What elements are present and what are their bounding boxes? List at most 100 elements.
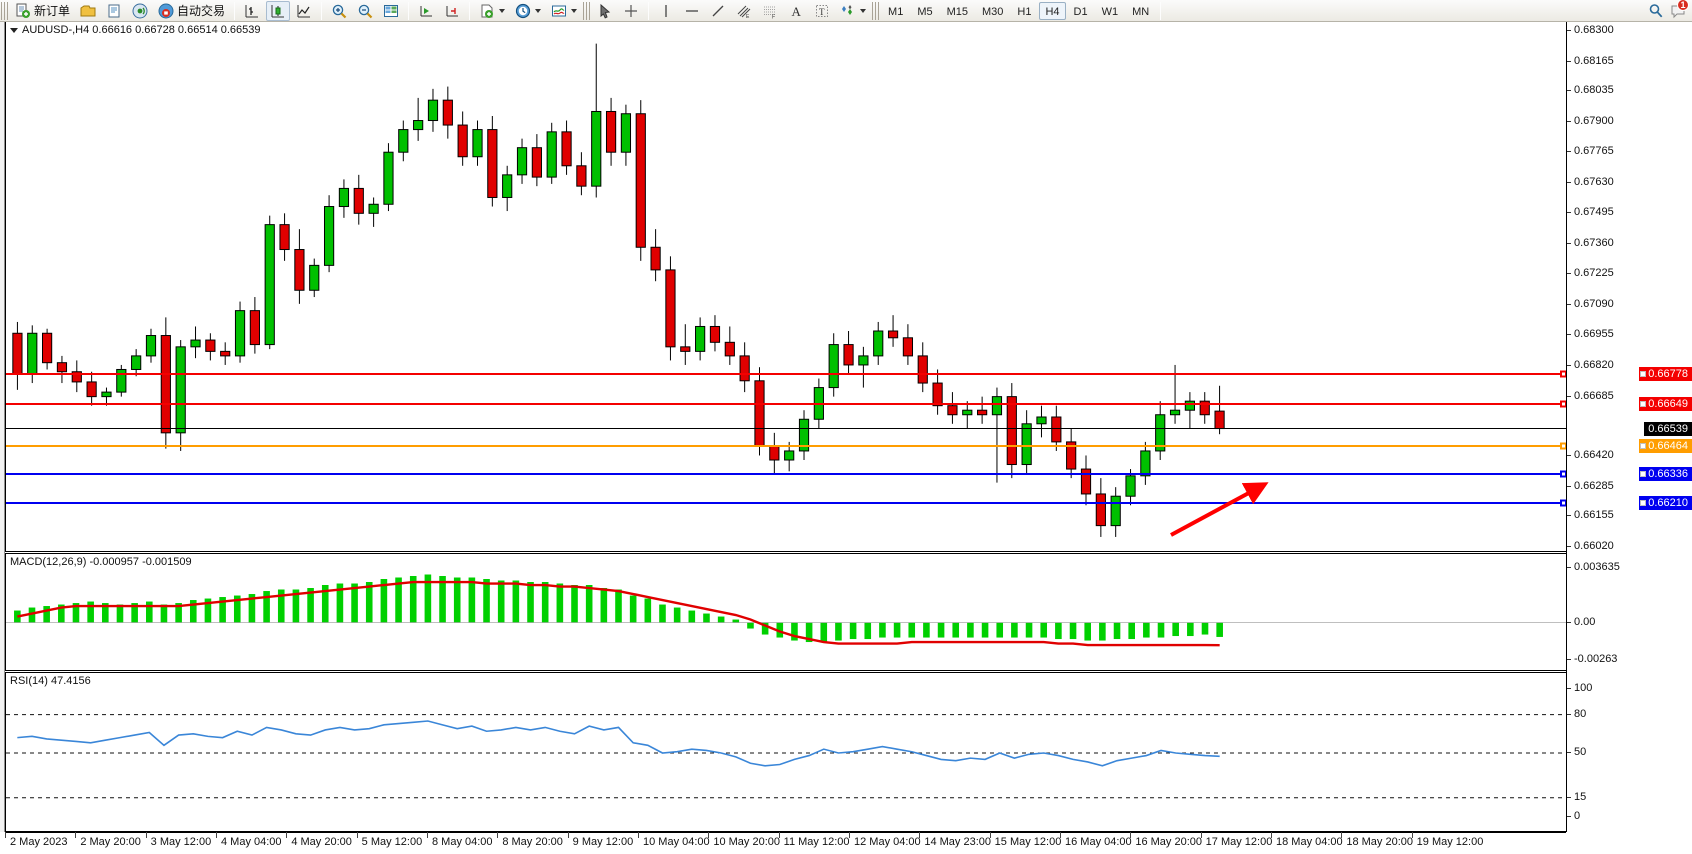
price-tag-resistance-lower[interactable]: 0.66649	[1639, 396, 1692, 411]
crosshair-button[interactable]	[619, 1, 643, 21]
auto-trading-button[interactable]: 自动交易	[154, 1, 229, 21]
templates-button[interactable]	[547, 1, 581, 21]
scroll-start-button[interactable]	[414, 1, 438, 21]
toolbar-grip-3[interactable]	[872, 1, 880, 20]
level-handle[interactable]	[1560, 499, 1566, 507]
price-tick: 0.67765	[1567, 146, 1614, 157]
candle	[784, 450, 795, 461]
price-tick: 0.67225	[1567, 268, 1614, 279]
add-indicator-caret-icon[interactable]	[499, 8, 506, 13]
horizontal-line-button[interactable]	[680, 1, 704, 21]
cursor-button[interactable]	[593, 1, 617, 21]
level-line-support-lower[interactable]	[6, 499, 1566, 507]
candle	[1199, 400, 1210, 416]
label-button[interactable]: T	[810, 1, 834, 21]
timeframe-m5[interactable]: M5	[917, 5, 933, 18]
fibo-icon: F	[762, 3, 778, 19]
signals-button[interactable]	[128, 1, 152, 21]
toolbar-right-group: 1	[1648, 0, 1692, 19]
label-icon: T	[814, 3, 830, 19]
level-handle[interactable]	[1560, 370, 1566, 378]
bar-chart-button[interactable]	[240, 1, 264, 21]
zoom-out-button[interactable]	[353, 1, 377, 21]
timeframe-w1[interactable]: W1	[1101, 5, 1119, 18]
time-tick: 8 May 20:00	[497, 832, 563, 848]
toolbar-grip[interactable]	[1, 1, 8, 20]
equidistant-channel-button[interactable]: E	[732, 1, 756, 21]
price-tag-support-lower[interactable]: 0.66210	[1639, 496, 1692, 510]
timeframe-m30[interactable]: M30	[982, 5, 1004, 18]
level-line-resistance-upper[interactable]	[6, 370, 1566, 378]
price-tag-current-price[interactable]: 0.66539	[1644, 421, 1692, 436]
alerts-icon[interactable]: 1	[1670, 0, 1689, 19]
candle	[873, 330, 884, 357]
macd-pane[interactable]: MACD(12,26,9) -0.000957 -0.001509	[5, 553, 1566, 671]
level-line-support-upper[interactable]	[6, 470, 1566, 478]
rsi-tick: 15	[1567, 791, 1586, 803]
text-button[interactable]: A	[784, 1, 808, 21]
line-chart-icon	[296, 3, 312, 19]
trendline-button[interactable]	[706, 1, 730, 21]
price-tag-support-upper[interactable]: 0.66336	[1639, 467, 1692, 482]
candlestick-chart-button[interactable]	[266, 0, 291, 21]
candle	[457, 124, 468, 158]
price-tick: 0.68300	[1567, 25, 1614, 36]
period-caret-icon[interactable]	[535, 8, 542, 13]
scroll-end-button[interactable]	[440, 1, 464, 21]
price-axis[interactable]: 0.68300 0.68165 0.68035 0.67900 0.67765 0.676…	[1566, 22, 1692, 832]
rsi-pane[interactable]: RSI(14) 47.4156	[5, 672, 1566, 832]
toolbar-separator-3	[408, 1, 410, 20]
price-pane[interactable]: AUDUSD-,H4 0.66616 0.66728 0.66514 0.665…	[5, 22, 1566, 552]
level-handle[interactable]	[1560, 442, 1566, 450]
time-tick: 9 May 12:00	[567, 832, 633, 848]
level-line-pivot[interactable]	[6, 442, 1566, 450]
auto-trading-label: 自动交易	[177, 4, 226, 18]
zoom-in-button[interactable]	[327, 1, 351, 21]
data-window-button[interactable]	[379, 1, 403, 21]
rsi-line	[17, 720, 1220, 767]
candle	[323, 206, 335, 266]
timeframe-m15[interactable]: M15	[946, 5, 968, 18]
price-tag-resistance-upper[interactable]: 0.66778	[1639, 367, 1692, 382]
macd-canvas	[6, 574, 1566, 647]
price-tag-value: 0.66210	[1648, 497, 1688, 509]
candle	[843, 344, 854, 366]
candle	[828, 344, 839, 389]
fibonacci-button[interactable]: F	[758, 1, 782, 21]
level-line-resistance-lower[interactable]	[6, 400, 1566, 408]
level-handle[interactable]	[1560, 470, 1566, 478]
timeframe-h4[interactable]: H4	[1039, 1, 1066, 20]
level-line-current-price[interactable]	[6, 427, 1566, 429]
search-icon[interactable]	[1648, 3, 1664, 19]
timeframe-mn[interactable]: MN	[1132, 5, 1150, 18]
time-axis[interactable]: 2 May 2023 2 May 20:00 3 May 12:00 4 May 04…	[5, 832, 1566, 854]
shapes-caret-icon[interactable]	[860, 8, 867, 13]
price-tick: 0.67360	[1567, 237, 1614, 249]
new-order-button[interactable]: 新订单	[11, 1, 74, 21]
candle	[724, 341, 735, 357]
candle	[947, 405, 958, 416]
profile-button[interactable]	[102, 1, 126, 21]
price-tag-pivot[interactable]: 0.66464	[1639, 438, 1692, 453]
signals-icon	[132, 3, 148, 19]
shapes-button[interactable]	[836, 1, 870, 21]
folder-button[interactable]	[76, 1, 100, 21]
clock-icon	[515, 3, 531, 19]
candle	[650, 246, 661, 271]
candle	[502, 174, 513, 198]
templates-caret-icon[interactable]	[571, 8, 578, 13]
toolbar-grip-2[interactable]	[583, 1, 591, 20]
level-handle[interactable]	[1560, 400, 1566, 408]
period-button[interactable]	[511, 1, 545, 21]
data-window-icon	[383, 3, 399, 19]
timeframe-m1[interactable]: M1	[888, 5, 904, 18]
candle	[42, 332, 53, 364]
line-chart-button[interactable]	[292, 1, 316, 21]
timeframe-d1[interactable]: D1	[1073, 5, 1088, 18]
add-indicator-button[interactable]	[475, 1, 509, 21]
candle	[1066, 441, 1077, 470]
symbol-caret-icon[interactable]	[10, 27, 18, 33]
vertical-line-button[interactable]	[654, 1, 678, 21]
rsi-label: RSI(14) 47.4156	[10, 675, 91, 687]
timeframe-h1[interactable]: H1	[1017, 5, 1032, 18]
